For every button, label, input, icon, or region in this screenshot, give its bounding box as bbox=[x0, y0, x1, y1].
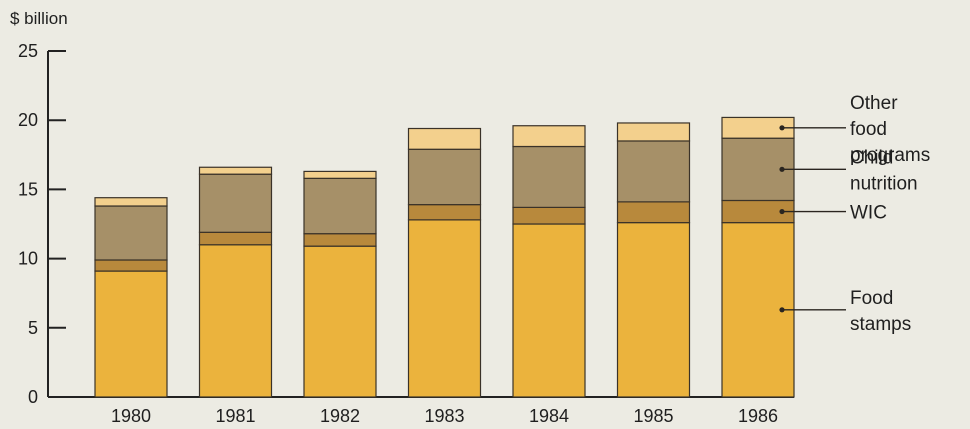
legend-leader-dot bbox=[779, 166, 785, 172]
legend-label: Other bbox=[850, 93, 898, 114]
legend-entry-food-stamps: Food stamps bbox=[779, 288, 911, 335]
legend-entry-wic: WIC bbox=[779, 203, 887, 224]
bar-segment-child-nutrition bbox=[94, 205, 168, 261]
bar-stack-1983 bbox=[407, 127, 482, 398]
bar-segment-child-nutrition bbox=[407, 148, 482, 206]
x-tick-label: 1984 bbox=[529, 406, 569, 426]
y-tick-label: 5 bbox=[28, 318, 38, 338]
bar-segment-wic bbox=[512, 206, 586, 225]
bar-segment-wic bbox=[198, 231, 273, 246]
bar-segment-food-stamps bbox=[303, 245, 377, 398]
bar-segment-child-nutrition bbox=[616, 140, 691, 203]
x-axis-tick-labels: 1980 1981 1982 1983 1984 1985 1986 bbox=[111, 406, 778, 426]
legend-leader-dot bbox=[779, 307, 785, 313]
legend-label: Child bbox=[850, 147, 893, 168]
legend-label: WIC bbox=[850, 203, 887, 224]
bar-segment-food-stamps bbox=[198, 244, 273, 398]
bar-segment-child-nutrition bbox=[512, 145, 586, 208]
bar-segment-other-food-programs bbox=[407, 127, 482, 150]
y-tick-label: 20 bbox=[18, 110, 38, 130]
y-tick-label: 25 bbox=[18, 41, 38, 61]
y-tick-label: 0 bbox=[28, 387, 38, 407]
bar-stack-1985 bbox=[616, 122, 691, 398]
bar-segment-wic bbox=[616, 201, 691, 224]
bar-stack-1982 bbox=[303, 170, 377, 398]
bar-segment-food-stamps bbox=[616, 222, 691, 398]
legend-label: Food bbox=[850, 288, 893, 309]
x-tick-label: 1981 bbox=[215, 406, 255, 426]
bar-stack-1980 bbox=[94, 197, 168, 398]
bar-segment-other-food-programs bbox=[303, 170, 377, 179]
y-tick-label: 15 bbox=[18, 179, 38, 199]
bar-stack-1981 bbox=[198, 166, 273, 398]
x-tick-label: 1982 bbox=[320, 406, 360, 426]
legend-entry-other-food-programs: Other food programs bbox=[779, 93, 930, 166]
legend-label: nutrition bbox=[850, 173, 918, 194]
legend-leader-dot bbox=[779, 208, 785, 215]
legend-label: food bbox=[850, 119, 887, 140]
bar-segment-food-stamps bbox=[94, 270, 168, 398]
legend-label: stamps bbox=[850, 314, 911, 335]
bar-segment-food-stamps bbox=[512, 223, 586, 398]
x-tick-label: 1986 bbox=[738, 406, 778, 426]
bar-segment-other-food-programs bbox=[94, 197, 168, 207]
y-axis-label: $ billion bbox=[10, 9, 68, 28]
bar-segment-food-stamps bbox=[407, 219, 482, 398]
x-tick-label: 1985 bbox=[633, 406, 673, 426]
legend-leader-dot bbox=[779, 125, 785, 131]
bar-segment-wic bbox=[407, 204, 482, 221]
bar-segment-other-food-programs bbox=[198, 166, 273, 175]
legend-label: programs bbox=[850, 145, 930, 166]
x-tick-label: 1980 bbox=[111, 406, 151, 426]
legend-entry-child-nutrition: Child nutrition bbox=[779, 147, 918, 194]
bar-segment-other-food-programs bbox=[512, 125, 586, 148]
x-tick-label: 1983 bbox=[424, 406, 464, 426]
bar-stack-1984 bbox=[512, 125, 586, 398]
bar-segment-wic bbox=[94, 259, 168, 272]
bar-segment-other-food-programs bbox=[616, 122, 691, 142]
bar-segment-wic bbox=[303, 233, 377, 247]
y-tick-label: 10 bbox=[18, 249, 38, 269]
bars bbox=[94, 116, 795, 398]
bar-segment-child-nutrition bbox=[303, 177, 377, 235]
bar-segment-child-nutrition bbox=[198, 173, 273, 233]
bar-stack-1986 bbox=[721, 116, 795, 398]
